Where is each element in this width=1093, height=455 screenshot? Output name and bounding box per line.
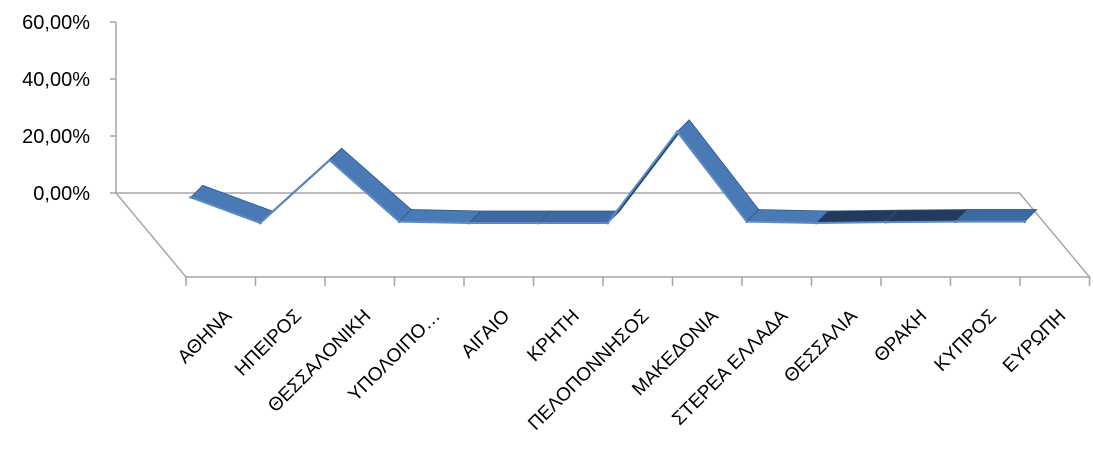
x-tick-label: ΑΙΓΑΙΟ <box>457 306 514 363</box>
data-point <box>1023 220 1027 224</box>
data-point <box>606 221 610 225</box>
data-point <box>189 195 193 199</box>
data-point <box>953 220 957 224</box>
data-point <box>814 221 818 225</box>
data-point <box>397 220 401 224</box>
ribbon-segment <box>190 184 273 224</box>
data-point <box>884 220 888 224</box>
data-point <box>745 220 749 224</box>
data-point <box>328 158 332 162</box>
x-tick-label: ΚΡΗΤΗ <box>523 306 583 366</box>
data-point <box>467 221 471 225</box>
x-tick-label: ΣΤΕΡΕΑ ΕΛΛΑΔΑ <box>668 305 792 429</box>
ribbon-segment <box>537 210 621 224</box>
data-point <box>258 221 262 225</box>
y-tick-label: 0,00% <box>33 183 90 205</box>
y-axis: 0,00% 20,00% 40,00% 60,00% <box>22 12 117 205</box>
x-tick-label: ΕΥΡΩΠΗ <box>999 306 1070 377</box>
x-tick-label: ΠΕΛΟΠΟΝΝΗΣΟΣ <box>524 306 653 435</box>
x-tick-label: ΘΕΣΣΑΛΙΑ <box>780 305 862 387</box>
x-tick-label: ΚΥΠΡΟΣ <box>931 306 1001 376</box>
data-point <box>675 130 679 134</box>
ribbon-segment <box>467 210 552 224</box>
x-tick-label: ΘΡΑΚΗ <box>870 306 931 367</box>
ribbon-segment <box>954 209 1038 222</box>
ribbon-edge <box>190 130 1025 225</box>
ribbon-segment <box>329 147 412 223</box>
y-tick-label: 60,00% <box>22 12 90 34</box>
data-point <box>536 221 540 225</box>
floor-outline <box>115 192 1092 278</box>
y-tick-label: 40,00% <box>22 69 90 91</box>
x-tick-label: ΗΠΕΙΡΟΣ <box>231 306 306 381</box>
y-tick-label: 20,00% <box>22 126 90 148</box>
ribbon-segment <box>676 119 760 223</box>
data-ribbon <box>189 119 1038 225</box>
chart-floor <box>115 192 1092 278</box>
x-tick-label: ΑΘΗΝΑ <box>174 305 237 368</box>
